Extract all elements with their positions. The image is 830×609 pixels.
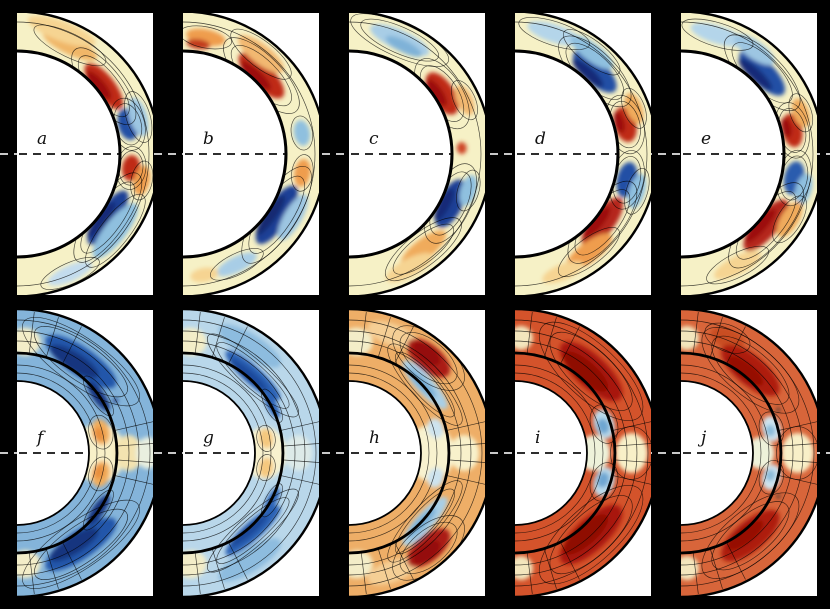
panel-g-plot: g (183, 310, 319, 596)
panel-i: i (515, 310, 651, 596)
panel-b: b (183, 13, 319, 295)
panel-d: d (515, 13, 651, 295)
panel-a-plot: a (17, 13, 153, 295)
panel-d-plot: d (515, 13, 651, 295)
panel-j-plot: j (681, 310, 817, 596)
panel-a: a (17, 13, 153, 295)
panel-label-b: b (203, 129, 214, 149)
panel-b-plot: b (183, 13, 319, 295)
panel-j: j (681, 310, 817, 596)
panel-label-d: d (535, 129, 546, 149)
panel-label-h: h (369, 428, 380, 448)
panel-label-i: i (535, 428, 540, 448)
panel-f-plot: f (17, 310, 153, 596)
panel-i-plot: i (515, 310, 651, 596)
panel-e: e (681, 13, 817, 295)
panel-c-plot: c (349, 13, 485, 295)
panel-f: f (17, 310, 153, 596)
panel-label-a: a (37, 129, 47, 149)
panel-label-j: j (697, 428, 707, 448)
panel-h: h (349, 310, 485, 596)
panel-label-f: f (35, 428, 46, 448)
panel-label-g: g (203, 428, 214, 448)
panel-label-e: e (701, 129, 711, 149)
panel-h-plot: h (349, 310, 485, 596)
panel-e-plot: e (681, 13, 817, 295)
panel-g: g (183, 310, 319, 596)
panel-label-c: c (369, 129, 379, 149)
panel-c: c (349, 13, 485, 295)
